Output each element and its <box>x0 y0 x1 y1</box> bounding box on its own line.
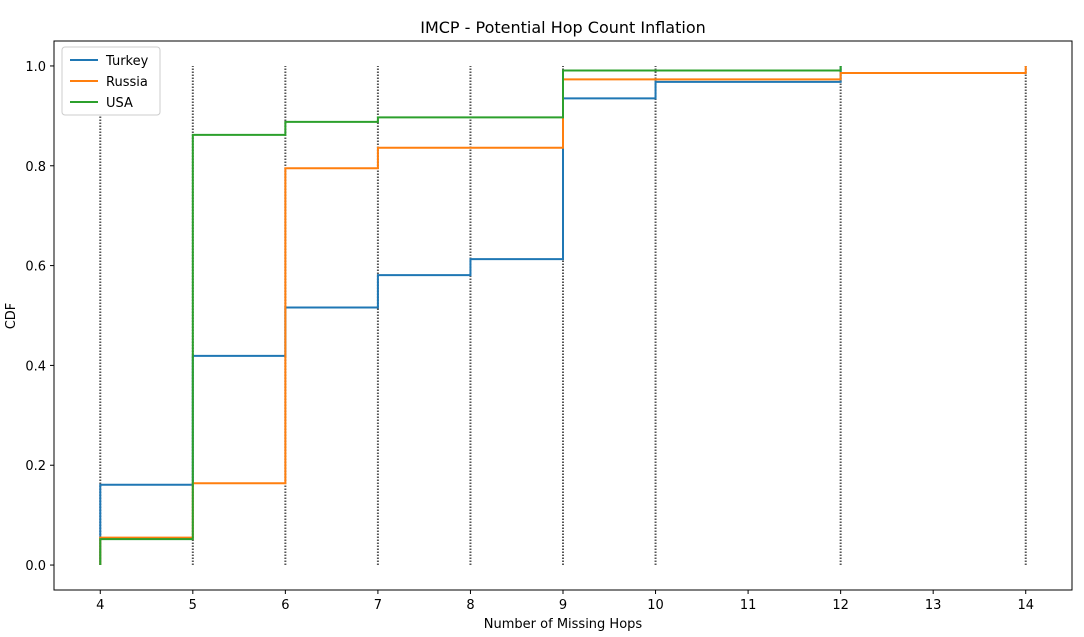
chart-title: IMCP - Potential Hop Count Inflation <box>420 18 706 37</box>
legend-label-turkey: Turkey <box>105 54 149 69</box>
x-tick-label: 8 <box>466 598 474 613</box>
series-layer <box>99 65 1027 566</box>
legend-box <box>61 46 161 116</box>
series-line-usa <box>99 65 842 566</box>
y-tick-label: 1.0 <box>25 60 46 75</box>
x-tick-label: 4 <box>96 598 104 613</box>
x-tick-label: 12 <box>832 598 849 613</box>
legend-label-usa: USA <box>106 96 133 111</box>
y-axis-label: CDF <box>4 303 19 330</box>
x-tick-label: 11 <box>740 598 757 613</box>
x-tick-label: 6 <box>281 598 289 613</box>
x-axis: 4 5 6 7 8 9 10 11 12 13 14 <box>96 590 1034 613</box>
y-tick-label: 0.4 <box>25 359 46 374</box>
x-tick-label: 7 <box>374 598 382 613</box>
y-tick-label: 0.2 <box>25 459 46 474</box>
x-axis-label: Number of Missing Hops <box>484 617 643 632</box>
x-tick-label: 13 <box>925 598 942 613</box>
y-tick-label: 0.6 <box>25 260 46 275</box>
x-tick-label: 5 <box>189 598 197 613</box>
x-tick-label: 9 <box>559 598 567 613</box>
legend-label-russia: Russia <box>106 75 148 90</box>
x-tick-label: 10 <box>647 598 664 613</box>
y-tick-label: 0.8 <box>25 160 46 175</box>
y-tick-label: 0.0 <box>25 559 46 574</box>
y-axis: 0.0 0.2 0.4 0.6 0.8 1.0 <box>25 60 54 574</box>
legend: Turkey Russia USA <box>61 46 161 116</box>
x-tick-label: 14 <box>1017 598 1034 613</box>
